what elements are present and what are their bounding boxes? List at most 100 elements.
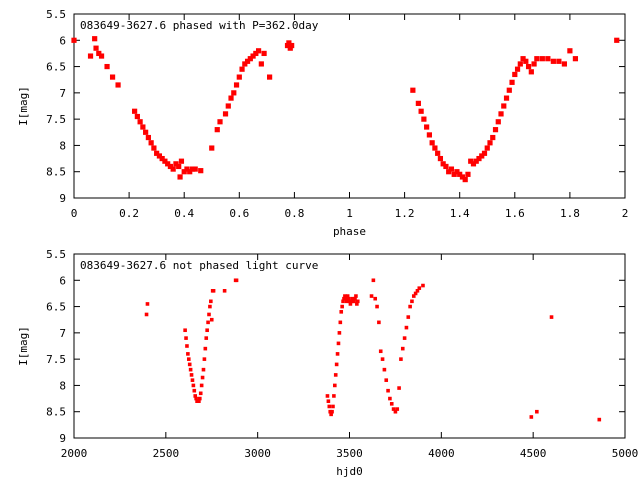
data-point [188,367,193,372]
data-point [326,399,331,403]
data-point [371,278,376,283]
data-point [561,61,567,67]
data-point [473,158,479,164]
phased-x-tick-label: 1.4 [450,207,470,220]
data-point [208,304,212,309]
phased-y-tick-label: 8 [59,139,66,152]
data-point [217,119,223,125]
data-point [187,362,192,367]
data-point [186,357,191,361]
unphased-y-tick-label: 6 [59,274,66,287]
data-point [355,299,360,304]
data-point [178,158,185,164]
phased-y-tick-label: 7 [59,87,66,100]
phased-series [71,36,620,183]
data-point [349,299,354,304]
data-point [470,161,477,167]
data-point [539,56,545,62]
data-point [250,53,256,59]
data-point [236,74,242,80]
data-point [71,37,77,43]
data-point [402,336,407,340]
data-point [512,71,518,78]
data-point [476,155,482,162]
data-point [167,163,174,170]
data-point [209,145,215,151]
data-point [529,415,534,419]
unphased-x-tick-label: 4500 [520,447,547,460]
data-point [354,294,358,298]
phased-y-tick-label: 7.5 [46,113,66,126]
data-point [531,61,537,67]
data-point [415,289,420,293]
phased-x-tick-label: 2 [622,207,629,220]
data-point [289,42,295,49]
data-point [203,346,208,351]
data-point [156,153,163,159]
data-point [104,63,110,70]
data-point [443,163,449,170]
data-point [192,166,198,172]
phased-plot-frame [73,13,626,199]
data-point [345,294,350,298]
data-point [506,87,512,93]
data-point [332,394,336,398]
data-point [145,302,150,306]
data-point [432,145,438,151]
data-point [287,45,293,51]
data-point [597,417,602,422]
data-point [454,169,460,175]
data-point [440,161,446,167]
data-point [465,171,471,177]
unphased-y-tick-label: 9 [59,432,66,445]
unphased-y-tick-label: 6.5 [46,301,66,314]
data-point [228,95,234,101]
data-point [384,378,389,382]
data-point [333,383,337,388]
data-point [115,82,121,88]
data-point [415,100,421,106]
phased-x-tick-label: 0.8 [284,207,304,220]
data-point [159,155,165,162]
phased-x-tick-label: 0.2 [119,207,139,220]
data-point [336,341,341,346]
data-point [479,153,485,159]
data-point [144,312,149,317]
data-point [87,53,94,59]
data-point [503,95,510,101]
data-point [487,140,493,146]
data-point [492,127,499,133]
data-point [468,158,474,164]
data-point [333,373,338,377]
data-point [92,36,98,42]
unphased-series [144,278,602,422]
data-point [284,42,291,49]
data-point [528,69,534,75]
data-point [286,40,292,46]
data-point [404,325,409,330]
unphased-x-tick-label: 3000 [244,447,271,460]
data-point [109,74,116,80]
data-point [200,375,205,380]
data-point [209,317,214,322]
data-point [462,177,468,183]
data-point [435,150,441,156]
data-point [429,140,435,146]
unphased-plot-frame [73,253,626,439]
unphased-x-tick-label: 4000 [428,447,455,460]
data-point [140,124,146,130]
data-point [421,116,427,122]
data-point [535,409,539,414]
data-point [239,66,245,72]
data-point [222,289,227,293]
data-point [421,283,425,288]
data-point [225,103,231,109]
data-point [194,396,198,401]
phased-y-tick-label: 8.5 [46,166,66,179]
data-point [395,407,400,411]
unphased-x-axis-title: hjd0 [336,465,363,478]
data-point [148,140,154,146]
data-point [186,352,190,356]
data-point [614,37,620,43]
data-point [380,357,385,361]
